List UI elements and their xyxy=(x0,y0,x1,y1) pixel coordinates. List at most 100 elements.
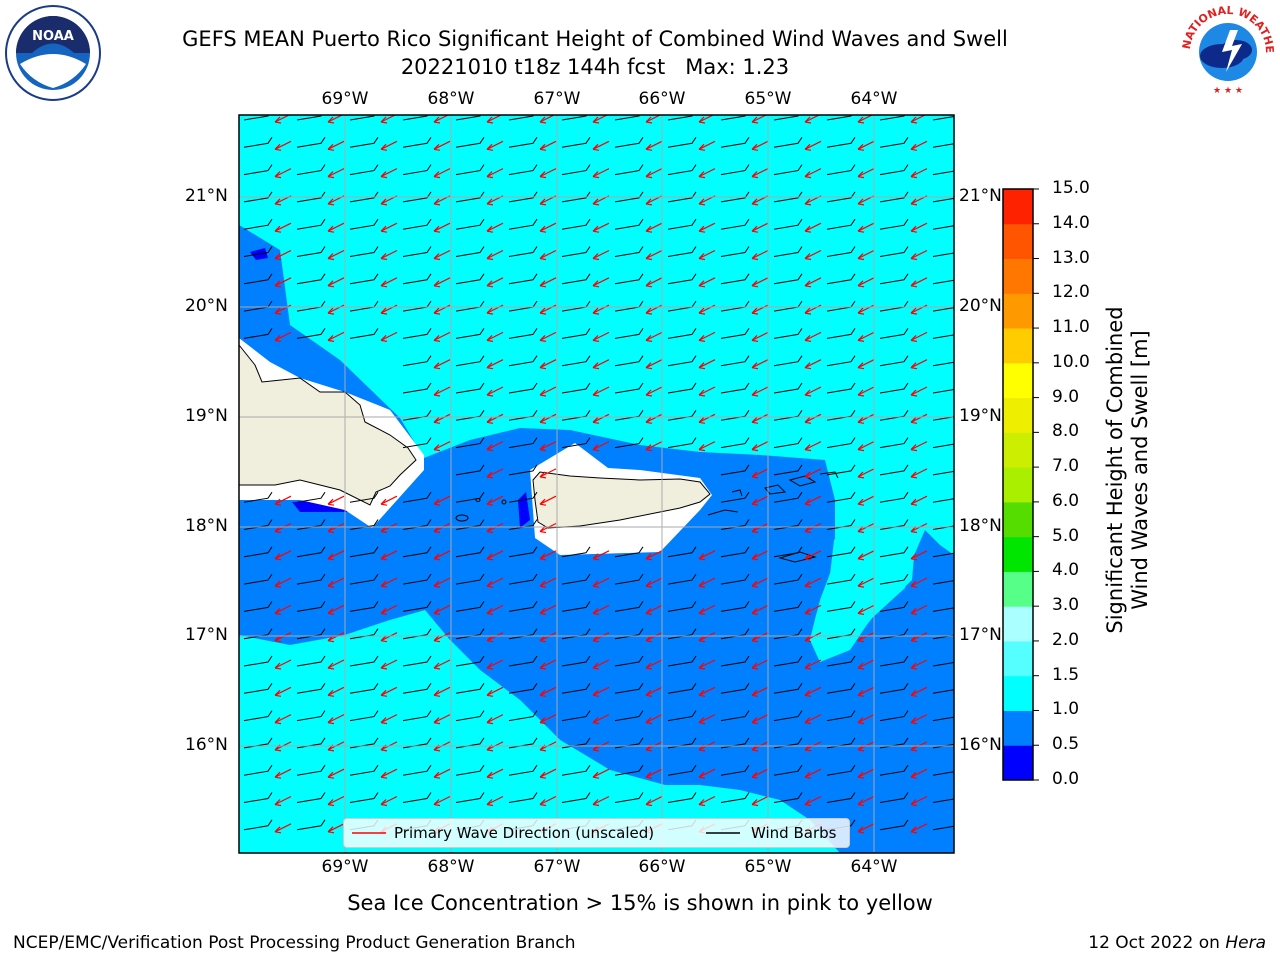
wave-direction-arrow xyxy=(592,331,610,342)
lon-label-top: 64°W xyxy=(850,89,898,109)
wave-direction-arrow xyxy=(804,441,822,452)
wave-direction-arrow xyxy=(433,168,451,179)
colorbar-title-line2: Wind Waves and Swell [m] xyxy=(1128,330,1152,610)
wave-direction-arrow xyxy=(327,604,345,615)
wave-direction-arrow xyxy=(804,222,822,233)
colorbar-segment xyxy=(1003,501,1033,538)
footer-left: NCEP/EMC/Verification Post Processing Pr… xyxy=(13,933,576,953)
wind-barb xyxy=(296,191,326,203)
wind-barb xyxy=(879,628,909,640)
wind-barb xyxy=(879,382,909,394)
wave-direction-arrow xyxy=(964,797,980,806)
wave-direction-arrow xyxy=(327,686,345,697)
wind-barb xyxy=(614,115,641,121)
wind-barb xyxy=(561,246,591,257)
wave-direction-arrow xyxy=(433,140,451,151)
wind-barb xyxy=(879,601,909,612)
wave-direction-arrow xyxy=(910,714,928,725)
wave-direction-arrow xyxy=(645,604,663,615)
wave-direction-arrow xyxy=(910,550,928,561)
wind-barb xyxy=(826,628,856,640)
wind-barb xyxy=(826,355,856,367)
wave-direction-arrow xyxy=(539,168,557,179)
wind-barb xyxy=(667,191,697,203)
wave-direction-arrow xyxy=(327,550,345,561)
wind-barb xyxy=(932,798,954,803)
wind-barb xyxy=(826,115,853,121)
wind-barb xyxy=(667,164,697,176)
wave-direction-arrow xyxy=(857,331,875,342)
wind-barb xyxy=(296,655,326,667)
wind-barb xyxy=(508,115,535,121)
wave-direction-arrow xyxy=(910,413,928,424)
wind-barb xyxy=(773,764,803,776)
wind-barb xyxy=(932,388,954,394)
wave-direction-arrow xyxy=(910,140,928,151)
wave-direction-arrow xyxy=(539,714,557,725)
wind-barb xyxy=(614,382,644,394)
wind-barb xyxy=(296,328,326,339)
colorbar-segment xyxy=(1003,223,1033,260)
wave-direction-arrow xyxy=(964,332,980,341)
wave-direction-arrow xyxy=(751,577,769,588)
wind-barb xyxy=(296,164,326,176)
wind-barb xyxy=(826,273,856,285)
wind-barb xyxy=(508,655,538,667)
wave-direction-arrow xyxy=(327,140,345,151)
wind-barb xyxy=(720,115,747,121)
wind-barb xyxy=(243,819,273,831)
wind-barb xyxy=(455,710,485,722)
wave-direction-arrow xyxy=(698,714,716,725)
wind-barb xyxy=(561,792,591,803)
wave-direction-arrow xyxy=(751,413,769,424)
lat-label-right: 17°N xyxy=(959,625,1002,645)
wind-barb xyxy=(402,382,432,394)
colorbar-tick-label: 2.0 xyxy=(1052,629,1080,650)
wind-barb xyxy=(720,491,750,503)
wave-direction-arrow xyxy=(645,795,663,807)
noaa-logo: NOAA xyxy=(4,4,102,102)
wave-direction-arrow xyxy=(274,249,292,261)
wind-barb xyxy=(296,819,326,831)
wind-barb xyxy=(826,601,856,612)
wind-barb xyxy=(243,218,273,230)
wave-direction-arrow xyxy=(433,441,451,452)
wave-direction-arrow xyxy=(804,413,822,424)
wind-barb xyxy=(879,218,909,230)
map-frame xyxy=(238,114,955,854)
wind-barb xyxy=(402,546,432,558)
wave-direction-arrow xyxy=(645,768,663,779)
wind-barb xyxy=(614,546,644,558)
wave-direction-arrow xyxy=(751,495,769,506)
wind-barb xyxy=(349,573,379,585)
wind-barb xyxy=(879,437,909,449)
wave-direction-arrow xyxy=(804,686,822,697)
wind-barb xyxy=(561,355,591,367)
wind-barb xyxy=(402,246,432,257)
wave-direction-arrow xyxy=(274,823,292,834)
wind-barb xyxy=(243,655,273,667)
wave-direction-arrow xyxy=(804,331,822,342)
lat-label-left: 20°N xyxy=(185,296,228,316)
colorbar-tick-label: 1.5 xyxy=(1052,664,1080,685)
wave-direction-arrow xyxy=(698,386,716,397)
wave-direction-arrow xyxy=(380,659,398,670)
colorbar-tick-label: 0.0 xyxy=(1052,769,1080,789)
wind-barb xyxy=(243,519,273,530)
wind-barb xyxy=(455,115,482,121)
lat-label-right: 20°N xyxy=(959,296,1002,316)
wave-direction-arrow xyxy=(698,277,716,288)
wind-barb xyxy=(349,764,379,776)
wave-direction-arrow xyxy=(486,168,504,179)
wave-direction-arrow xyxy=(964,223,980,232)
wind-barb xyxy=(879,710,909,722)
wind-barb xyxy=(402,437,432,449)
wind-barb xyxy=(932,361,954,367)
lon-label-bottom: 65°W xyxy=(744,857,792,877)
wind-barb xyxy=(720,164,750,176)
wind-barb xyxy=(296,573,326,585)
colorbar-segment xyxy=(1003,189,1033,225)
wind-barb xyxy=(614,573,644,585)
wave-direction-arrow xyxy=(857,550,875,561)
wind-barb xyxy=(508,382,538,394)
